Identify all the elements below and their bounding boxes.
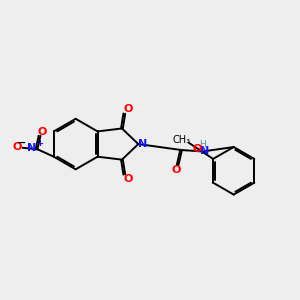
Text: O: O <box>192 143 201 154</box>
Text: H: H <box>199 140 206 149</box>
Text: O: O <box>124 174 133 184</box>
Text: CH₃: CH₃ <box>173 135 191 145</box>
Text: N: N <box>200 146 209 157</box>
Text: N: N <box>28 143 37 153</box>
Text: O: O <box>171 165 181 175</box>
Text: O: O <box>13 142 22 152</box>
Text: −: − <box>17 137 27 147</box>
Text: O: O <box>37 127 46 137</box>
Text: +: + <box>36 140 43 148</box>
Text: N: N <box>138 139 147 149</box>
Text: O: O <box>124 104 133 114</box>
